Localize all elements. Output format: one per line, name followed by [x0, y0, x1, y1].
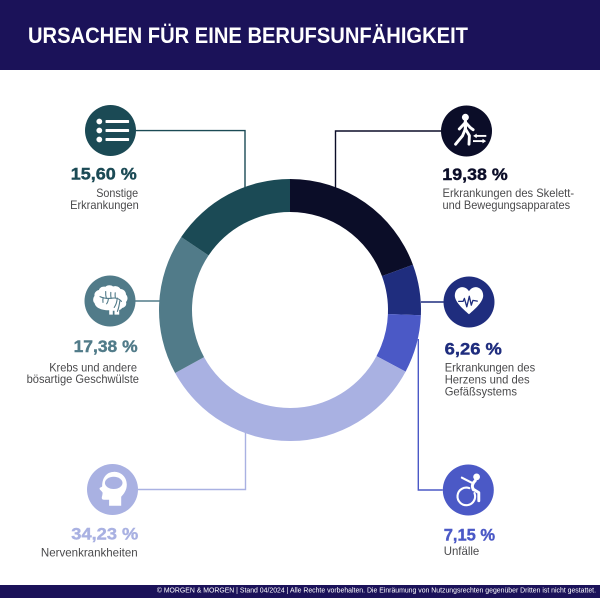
svg-text:Krebs und andere: Krebs und andere — [49, 361, 137, 375]
svg-text:Erkrankungen des Skelett-: Erkrankungen des Skelett- — [443, 186, 575, 200]
svg-text:19,38 %: 19,38 % — [442, 165, 507, 184]
svg-text:Sonstige: Sonstige — [96, 186, 138, 200]
svg-text:Gefäßsystems: Gefäßsystems — [445, 385, 517, 399]
svg-text:Unfälle: Unfälle — [444, 544, 480, 558]
svg-text:7,15 %: 7,15 % — [444, 526, 495, 545]
svg-text:URSACHEN FÜR EINE BERUFSUNFÄHI: URSACHEN FÜR EINE BERUFSUNFÄHIGKEIT — [28, 23, 469, 48]
svg-text:17,38 %: 17,38 % — [74, 337, 138, 356]
svg-text:und Bewegungsapparates: und Bewegungsapparates — [443, 198, 571, 212]
svg-text:34,23 %: 34,23 % — [71, 525, 138, 544]
svg-text:6,26 %: 6,26 % — [445, 339, 502, 358]
svg-text:Herzens und des: Herzens und des — [445, 373, 530, 387]
svg-text:bösartige Geschwülste: bösartige Geschwülste — [27, 372, 140, 386]
svg-text:Erkrankungen des: Erkrankungen des — [445, 361, 536, 375]
svg-text:Erkrankungen: Erkrankungen — [70, 198, 139, 212]
svg-text:Nervenkrankheiten: Nervenkrankheiten — [41, 546, 138, 560]
svg-text:15,60 %: 15,60 % — [71, 164, 137, 183]
svg-text:© MORGEN & MORGEN | Stand 04/: © MORGEN & MORGEN | Stand 04/2024 | Alle… — [157, 586, 596, 594]
